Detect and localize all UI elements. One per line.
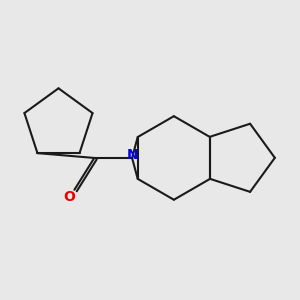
Text: O: O	[64, 190, 76, 204]
Text: N: N	[126, 148, 138, 162]
